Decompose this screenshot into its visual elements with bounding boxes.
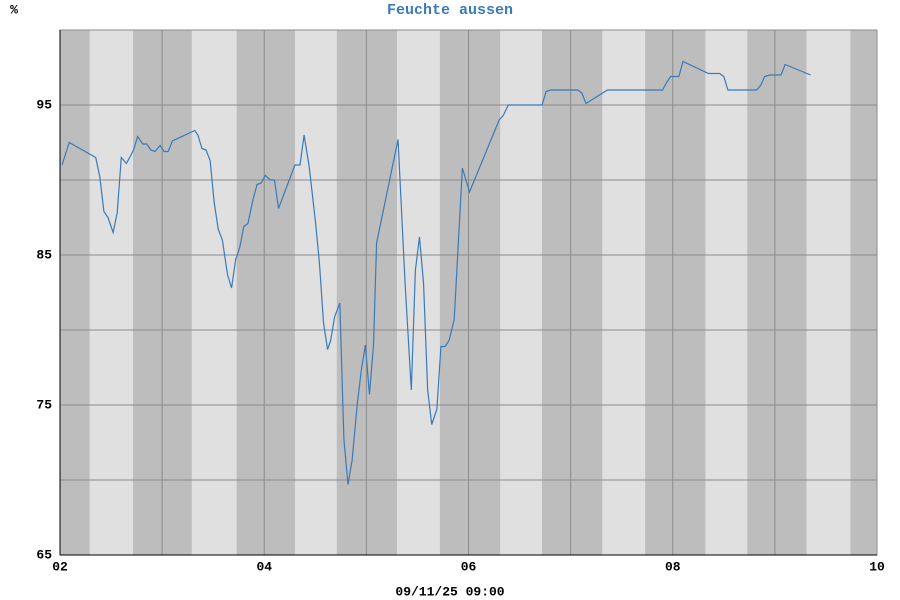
y-tick-label: 85: [36, 247, 52, 262]
y-axis-label: %: [10, 2, 18, 17]
night-band: [336, 30, 398, 555]
night-band: [236, 30, 295, 555]
x-tick-label: 08: [665, 559, 681, 574]
night-band: [60, 30, 90, 555]
night-band: [850, 30, 877, 555]
x-tick-label: 10: [869, 559, 885, 574]
night-band: [747, 30, 807, 555]
y-tick-label: 95: [36, 97, 52, 112]
x-tick-label: 04: [256, 559, 272, 574]
night-band: [439, 30, 501, 555]
x-tick-label: 06: [461, 559, 477, 574]
chart-title: Feuchte aussen: [387, 2, 513, 19]
night-band: [542, 30, 603, 555]
x-axis-label: 09/11/25 09:00: [395, 584, 504, 599]
y-tick-label: 65: [36, 547, 52, 562]
data-line: [61, 60, 811, 485]
y-tick-label: 75: [36, 397, 52, 412]
x-tick-label: 02: [52, 559, 68, 574]
night-band: [645, 30, 706, 555]
